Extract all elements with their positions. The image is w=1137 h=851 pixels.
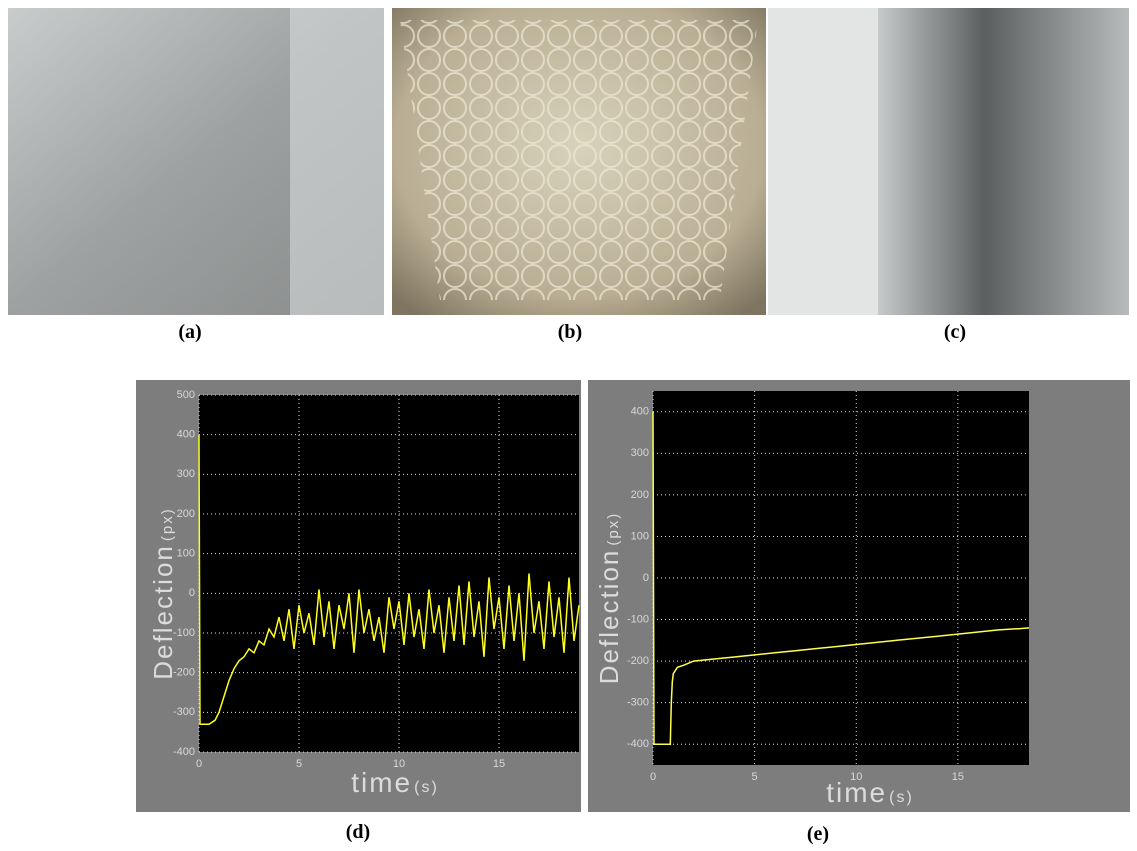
y-tick-label: 0 [643,572,649,584]
y-tick-label: 200 [631,489,649,501]
x-tick-label: 15 [952,771,964,783]
y-tick-label: -200 [173,667,195,679]
y-tick-label: 300 [631,447,649,459]
x-tick-label: 5 [296,758,302,770]
y-tick-label: -400 [627,738,649,750]
x-axis-unit: (s) [414,779,439,796]
x-tick-label: 10 [393,758,405,770]
x-tick-label: 10 [850,771,862,783]
x-tick-label: 5 [752,771,758,783]
y-axis-label: Deflection (px) [594,512,624,684]
y-tick-label: -300 [627,697,649,709]
y-tick-label: 300 [177,468,195,480]
data-line [198,434,580,725]
y-axis-label-text: Deflection [594,549,624,685]
panel-label: (c) [944,321,966,343]
y-tick-label: 100 [631,530,649,542]
x-tick-label: 0 [650,771,656,783]
y-tick-label: -100 [627,613,649,625]
x-tick-label: 15 [493,758,505,770]
y-tick-label: 400 [177,429,195,441]
y-tick-label: 400 [631,406,649,418]
data-line [652,411,1030,745]
panel-label: (d) [346,821,370,843]
plot-area [199,395,579,752]
x-axis-label: time (s) [826,777,914,808]
x-axis-label-text: time [826,777,887,808]
y-tick-label: 200 [177,508,195,520]
y-axis-label-text: Deflection [148,544,178,680]
y-tick-label: 0 [189,587,195,599]
y-tick-label: -100 [173,627,195,639]
photo-c-detail [768,8,878,315]
x-tick-label: 0 [196,758,202,770]
y-tick-label: 100 [177,548,195,560]
y-axis-label: Deflection (px) [148,507,178,679]
y-tick-label: -300 [173,706,195,718]
panel-label: (e) [807,823,829,845]
y-tick-label: -400 [173,746,195,758]
y-axis-unit: (px) [605,512,622,546]
panel-label: (a) [178,321,201,343]
panel-label: (b) [558,321,582,343]
photo-a-detail [290,8,384,315]
y-tick-label: 500 [177,389,195,401]
y-tick-label: -200 [627,655,649,667]
x-axis-unit: (s) [889,789,914,806]
y-axis-unit: (px) [159,507,176,541]
x-axis-label: time (s) [351,767,439,798]
x-axis-label-text: time [351,767,412,798]
photo-b-tubes [400,20,758,300]
